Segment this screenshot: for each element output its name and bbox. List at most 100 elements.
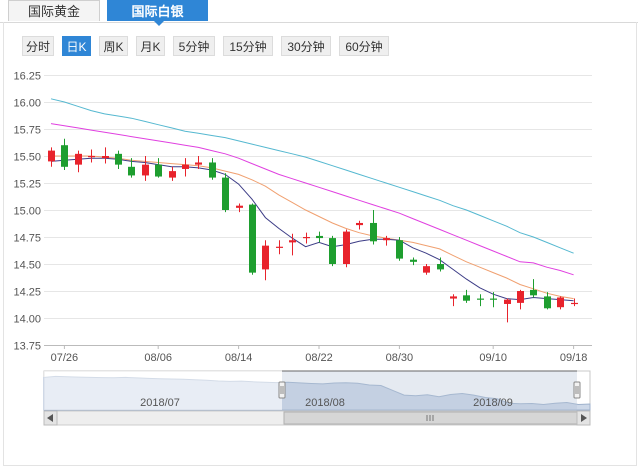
candle[interactable] bbox=[169, 166, 176, 181]
navigator-selected-range[interactable] bbox=[282, 371, 577, 410]
candle-body bbox=[450, 296, 457, 299]
y-tick-label: 15.25 bbox=[13, 179, 41, 191]
candle-body bbox=[102, 156, 109, 159]
candle[interactable] bbox=[289, 233, 296, 256]
candle[interactable] bbox=[236, 203, 243, 213]
candle-body bbox=[195, 162, 202, 165]
ma30-line bbox=[50, 98, 574, 254]
candle[interactable] bbox=[463, 289, 470, 303]
candle-body bbox=[222, 177, 229, 210]
candle[interactable] bbox=[303, 232, 310, 244]
candle-body bbox=[209, 162, 216, 178]
candle-body bbox=[249, 204, 256, 273]
candle[interactable] bbox=[437, 257, 444, 272]
candle[interactable] bbox=[128, 158, 135, 178]
candle[interactable] bbox=[102, 147, 109, 164]
candle-body bbox=[61, 145, 68, 167]
candle[interactable] bbox=[222, 173, 229, 213]
tab-international-gold[interactable]: 国际黄金 bbox=[8, 0, 100, 21]
y-tick-label: 14.25 bbox=[13, 287, 41, 299]
candle-body bbox=[490, 298, 497, 300]
candle[interactable] bbox=[88, 149, 95, 163]
period-button-intraday[interactable]: 分时 bbox=[22, 36, 54, 56]
tab-international-silver[interactable]: 国际白银 bbox=[107, 0, 208, 21]
candle-body bbox=[463, 295, 470, 301]
candle[interactable] bbox=[209, 158, 216, 180]
period-button-monthly[interactable]: 月K bbox=[136, 36, 165, 56]
candle-body bbox=[356, 222, 363, 226]
candle[interactable] bbox=[517, 289, 524, 310]
candle-body bbox=[88, 156, 95, 158]
candle-body bbox=[370, 222, 377, 242]
candle[interactable] bbox=[115, 150, 122, 169]
candle[interactable] bbox=[477, 294, 484, 307]
y-tick-label: 15.00 bbox=[13, 206, 41, 218]
candle-body bbox=[128, 166, 135, 176]
candle[interactable] bbox=[142, 156, 149, 181]
candle[interactable] bbox=[571, 298, 578, 307]
period-button-weekly[interactable]: 周K bbox=[99, 36, 128, 56]
candle-body bbox=[383, 238, 390, 241]
period-button-daily[interactable]: 日K bbox=[62, 36, 91, 56]
candle-body bbox=[276, 246, 283, 248]
candle[interactable] bbox=[276, 240, 283, 255]
active-tab-indicator bbox=[154, 21, 164, 26]
candle[interactable] bbox=[530, 279, 537, 298]
candle[interactable] bbox=[383, 235, 390, 246]
x-tick-label: 08/22 bbox=[305, 352, 333, 364]
period-button-60min[interactable]: 60分钟 bbox=[339, 36, 389, 56]
candle-body bbox=[75, 153, 82, 165]
candle[interactable] bbox=[504, 298, 511, 323]
ma10-line bbox=[51, 155, 574, 300]
x-tick-label: 07/26 bbox=[51, 352, 79, 364]
candle[interactable] bbox=[423, 264, 430, 275]
navigator-scrollbar[interactable] bbox=[43, 410, 591, 426]
y-tick-label: 14.75 bbox=[13, 233, 41, 245]
candle-body bbox=[303, 237, 310, 239]
y-tick-label: 15.75 bbox=[13, 125, 41, 137]
candle[interactable] bbox=[557, 296, 564, 310]
period-button-15min[interactable]: 15分钟 bbox=[223, 36, 273, 56]
candle-body bbox=[236, 205, 243, 208]
candle-body bbox=[557, 297, 564, 308]
candle[interactable] bbox=[410, 257, 417, 266]
candle-body bbox=[504, 299, 511, 304]
period-button-5min[interactable]: 5分钟 bbox=[173, 36, 215, 56]
candle[interactable] bbox=[544, 292, 551, 310]
candle[interactable] bbox=[182, 158, 189, 177]
navigator-handle-left[interactable] bbox=[278, 381, 286, 399]
candle[interactable] bbox=[316, 231, 323, 243]
candle-body bbox=[169, 171, 176, 178]
candle[interactable] bbox=[249, 203, 256, 275]
navigator-handle-right[interactable] bbox=[573, 381, 581, 399]
navigator-label-july: 2018/07 bbox=[140, 397, 180, 409]
candle[interactable] bbox=[155, 158, 162, 178]
candle-body bbox=[396, 240, 403, 259]
candle[interactable] bbox=[48, 147, 55, 167]
candle[interactable] bbox=[356, 220, 363, 230]
candle[interactable] bbox=[370, 210, 377, 245]
candle[interactable] bbox=[61, 138, 68, 171]
candle-body bbox=[423, 266, 430, 273]
candle[interactable] bbox=[343, 229, 350, 268]
candle[interactable] bbox=[75, 150, 82, 173]
period-button-30min[interactable]: 30分钟 bbox=[281, 36, 331, 56]
candle[interactable] bbox=[396, 237, 403, 261]
candle-body bbox=[571, 302, 578, 305]
x-tick-label: 08/06 bbox=[144, 352, 172, 364]
candle[interactable] bbox=[329, 235, 336, 267]
candle[interactable] bbox=[450, 294, 457, 307]
right-arrow-icon bbox=[581, 414, 587, 422]
candle[interactable] bbox=[195, 156, 202, 169]
y-tick-label: 13.75 bbox=[13, 341, 41, 353]
navigator-mask-left bbox=[44, 371, 282, 410]
candle-body bbox=[182, 164, 189, 169]
navigator: 2018/07 2018/08 2018/09 bbox=[43, 370, 591, 411]
candle-body bbox=[477, 298, 484, 300]
navigator-label-september: 2018/09 bbox=[473, 397, 513, 409]
candle[interactable] bbox=[490, 292, 497, 308]
candle-body bbox=[329, 238, 336, 264]
y-tick-label: 15.50 bbox=[13, 152, 41, 164]
candle[interactable] bbox=[262, 240, 269, 281]
